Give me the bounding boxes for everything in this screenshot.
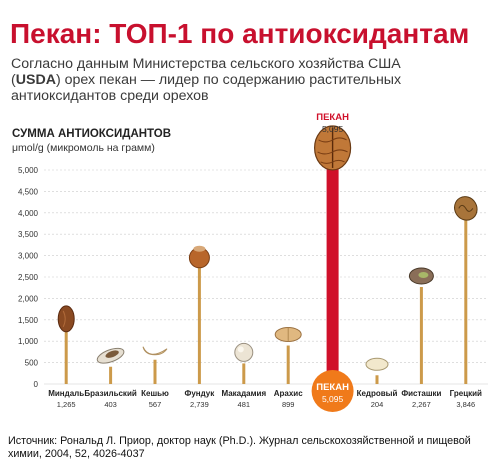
bar xyxy=(153,359,157,384)
bar xyxy=(326,165,339,384)
category-label: Фисташки xyxy=(401,389,441,398)
bar xyxy=(64,329,68,384)
pine-nut-icon xyxy=(365,357,389,371)
y-tick-label: 4,000 xyxy=(18,209,39,218)
value-label: 204 xyxy=(371,400,384,409)
y-tick-label: 1,500 xyxy=(18,316,39,325)
category-label: Кедровый xyxy=(357,389,398,398)
macadamia-icon xyxy=(234,342,254,362)
page-title: Пекан: ТОП-1 по антиоксидантам xyxy=(10,18,470,49)
y-tick-label: 2,500 xyxy=(18,273,39,282)
value-label: 2,739 xyxy=(190,400,209,409)
hazelnut-icon xyxy=(188,245,210,269)
subtitle: Согласно данным Министерства сельского х… xyxy=(11,56,497,104)
subtitle-open-paren: ( xyxy=(11,72,16,88)
highlight-circle-label: ПЕКАН xyxy=(316,382,349,393)
subtitle-line2: ) орех пекан — лидер по содержанию расти… xyxy=(55,72,402,88)
y-tick-label: 1,000 xyxy=(18,337,39,346)
bar xyxy=(242,363,246,384)
cashew-icon xyxy=(142,346,168,356)
highlight-circle-value: 5,095 xyxy=(322,394,344,404)
category-label: Фундук xyxy=(185,389,216,398)
y-tick-label: 5,000 xyxy=(18,166,39,175)
y-tick-label: 4,500 xyxy=(18,187,39,196)
value-label: 899 xyxy=(282,400,295,409)
subtitle-line3: антиоксидантов среди орехов xyxy=(11,88,209,104)
y-tick-label: 500 xyxy=(25,359,39,368)
highlight-circle xyxy=(311,370,354,412)
category-label: Макадамия xyxy=(221,389,266,398)
peanut-icon xyxy=(274,327,302,343)
value-label: 481 xyxy=(238,400,251,409)
pecan-icon xyxy=(314,125,352,171)
category-label: Грецкий xyxy=(450,389,482,398)
value-label: 2,267 xyxy=(412,400,431,409)
bar xyxy=(109,366,113,384)
y-tick-label: 0 xyxy=(34,380,39,389)
value-label: 403 xyxy=(104,400,117,409)
bar xyxy=(286,345,290,384)
bar xyxy=(419,286,423,384)
highlight-top-value: 5,095 xyxy=(322,124,344,134)
pistachio-icon xyxy=(408,267,434,285)
category-label: Миндаль xyxy=(48,389,84,398)
category-label: Арахис xyxy=(274,389,303,398)
bar xyxy=(464,219,468,384)
bar xyxy=(375,375,379,384)
subtitle-line1: Согласно данным Министерства сельского х… xyxy=(11,56,401,72)
y-axis-unit: μmol/g (микромоль на грамм) xyxy=(12,142,155,154)
subtitle-usda: USDA xyxy=(15,72,56,88)
bar xyxy=(197,266,201,384)
source-note: Источник: Рональд Л. Приор, доктор наук … xyxy=(8,435,471,460)
category-label: Кешью xyxy=(141,389,169,398)
value-label: 1,265 xyxy=(57,400,76,409)
y-tick-label: 3,000 xyxy=(18,252,39,261)
walnut-icon xyxy=(454,196,478,221)
highlight-top-label: ПЕКАН xyxy=(316,112,349,123)
brazil-nut-icon xyxy=(96,347,125,364)
y-tick-label: 2,000 xyxy=(18,294,39,303)
value-label: 567 xyxy=(149,400,162,409)
y-axis-title: СУММА АНТИОКСИДАНТОВ xyxy=(12,128,172,140)
y-tick-label: 3,500 xyxy=(18,230,39,239)
almond-icon xyxy=(57,305,75,333)
value-label: 3,846 xyxy=(456,400,475,409)
category-label: Бразильский xyxy=(84,389,136,398)
